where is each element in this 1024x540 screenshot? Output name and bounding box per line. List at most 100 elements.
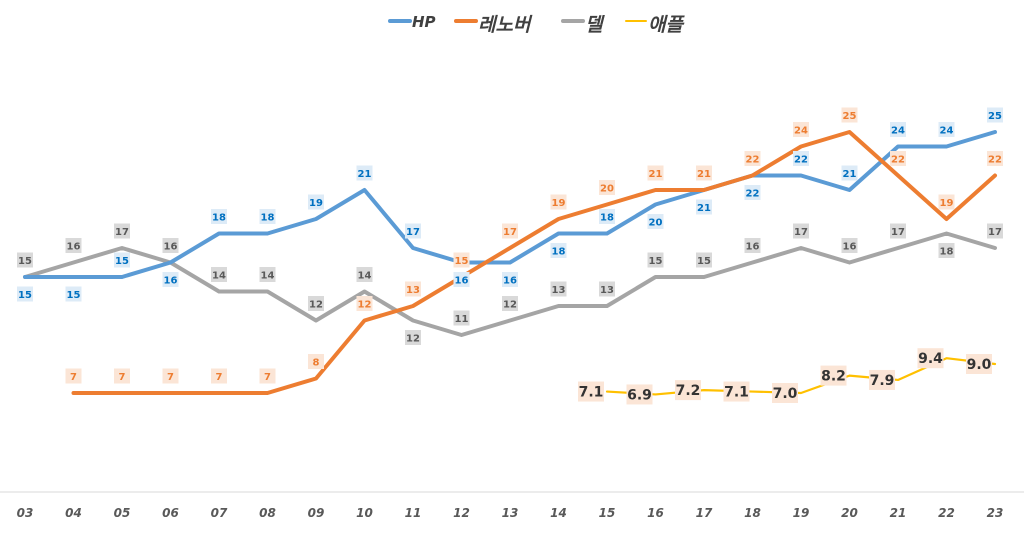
data-label-bg <box>890 122 906 137</box>
data-label: 12 <box>308 296 324 311</box>
x-tick-label: 03 <box>17 506 34 520</box>
data-label-bg <box>890 151 906 166</box>
data-label: 21 <box>841 165 858 181</box>
data-label-bg <box>550 194 567 210</box>
data-label-bg <box>917 348 944 369</box>
data-label-text: 19 <box>940 198 954 209</box>
x-tick-label: 19 <box>793 506 810 520</box>
x-tick-label: 18 <box>744 506 761 520</box>
data-label-bg <box>599 180 615 195</box>
data-label-text: 15 <box>18 290 32 301</box>
data-label-bg <box>308 296 324 311</box>
data-label-text: 22 <box>746 189 760 200</box>
data-label-bg <box>675 380 701 401</box>
data-label-text: 17 <box>988 227 1002 238</box>
data-label-text: 16 <box>843 242 857 253</box>
data-label: 20 <box>647 214 664 229</box>
data-label-bg <box>987 151 1003 166</box>
data-label-text: 24 <box>891 126 905 137</box>
data-label: 25 <box>987 107 1003 123</box>
x-tick-label: 07 <box>211 506 228 520</box>
data-label-text: 21 <box>697 169 711 180</box>
data-label-text: 8 <box>313 358 320 369</box>
data-label-text: 8.2 <box>821 369 846 385</box>
data-label: 20 <box>599 180 615 195</box>
x-axis-ticks: 03 04 05 06 07 08 09 10 11 12 13 14 15 16 17 18 19 20 21 22… <box>17 506 1004 520</box>
data-label-text: 14 <box>261 271 275 282</box>
data-label-bg <box>114 252 130 268</box>
data-label-bg <box>453 252 470 268</box>
data-label-text: 20 <box>649 218 663 229</box>
data-label-bg <box>647 252 664 268</box>
legend-label: 애플 <box>648 14 685 36</box>
data-label: 14 <box>356 267 373 282</box>
data-label: 7.1 <box>578 381 604 402</box>
data-label-bg <box>599 281 615 297</box>
data-label: 16 <box>744 238 761 253</box>
data-label: 25 <box>841 107 858 123</box>
legend-label: HP <box>412 13 436 31</box>
data-label-text: 7 <box>70 372 77 383</box>
data-label-bg <box>308 194 324 210</box>
data-label: 7.0 <box>772 383 798 403</box>
data-label-bg <box>405 281 421 297</box>
data-label-text: 13 <box>406 285 420 296</box>
series-line <box>23 231 997 337</box>
x-tick-label: 10 <box>356 506 373 520</box>
data-label: 18 <box>259 209 276 224</box>
x-tick-label: 08 <box>259 506 276 520</box>
data-label-bg <box>356 165 373 181</box>
data-label-text: 13 <box>600 285 614 296</box>
data-label: 22 <box>890 151 906 166</box>
data-label-text: 24 <box>940 126 954 137</box>
data-label-text: 7.2 <box>676 383 701 399</box>
data-label: 18 <box>599 209 615 224</box>
data-label-bg <box>453 310 470 326</box>
data-label: 15 <box>17 286 33 302</box>
data-label-text: 6.9 <box>627 387 652 403</box>
data-label: 8 <box>308 354 324 369</box>
x-tick-label: 12 <box>453 506 470 520</box>
data-label-text: 21 <box>358 169 372 180</box>
data-label-text: 7.9 <box>870 373 895 389</box>
data-label-bg <box>453 272 470 287</box>
data-label-text: 16 <box>164 276 178 287</box>
data-label-bg <box>356 296 373 311</box>
data-label-text: 15 <box>455 256 469 267</box>
data-label-bg <box>162 368 179 384</box>
data-label: 22 <box>793 151 809 166</box>
data-label-bg <box>966 354 992 374</box>
data-label-bg <box>938 194 955 210</box>
data-label: 24 <box>890 122 906 137</box>
data-label-bg <box>696 165 712 181</box>
data-label: 16 <box>502 272 518 287</box>
data-label-bg <box>502 223 518 239</box>
data-label-text: 19 <box>552 198 566 209</box>
data-label-text: 15 <box>697 256 711 267</box>
data-label-text: 7 <box>167 372 174 383</box>
data-label-bg <box>938 243 955 258</box>
data-label-text: 21 <box>649 169 663 180</box>
data-label: 15 <box>114 252 130 268</box>
data-label: 12 <box>502 296 518 311</box>
data-label-bg <box>744 238 761 253</box>
data-label-text: 7 <box>216 372 223 383</box>
data-label-text: 16 <box>164 242 178 253</box>
data-label-text: 25 <box>988 111 1002 122</box>
data-label-bg <box>65 286 82 302</box>
data-label: 15 <box>647 252 664 268</box>
data-label-text: 12 <box>503 300 517 311</box>
x-tick-label: 23 <box>987 506 1004 520</box>
data-label: 18 <box>550 243 567 258</box>
data-label: 17 <box>114 223 130 239</box>
data-label: 15 <box>453 252 470 268</box>
data-label-bg <box>405 330 421 345</box>
data-label-text: 7.1 <box>579 385 604 401</box>
data-label-text: 19 <box>309 198 323 209</box>
data-label-bg <box>17 252 33 268</box>
data-label-text: 18 <box>600 213 614 224</box>
data-label: 19 <box>938 194 955 210</box>
data-label-text: 17 <box>503 227 517 238</box>
data-label: 17 <box>987 223 1003 239</box>
data-label: 9.4 <box>917 348 944 369</box>
